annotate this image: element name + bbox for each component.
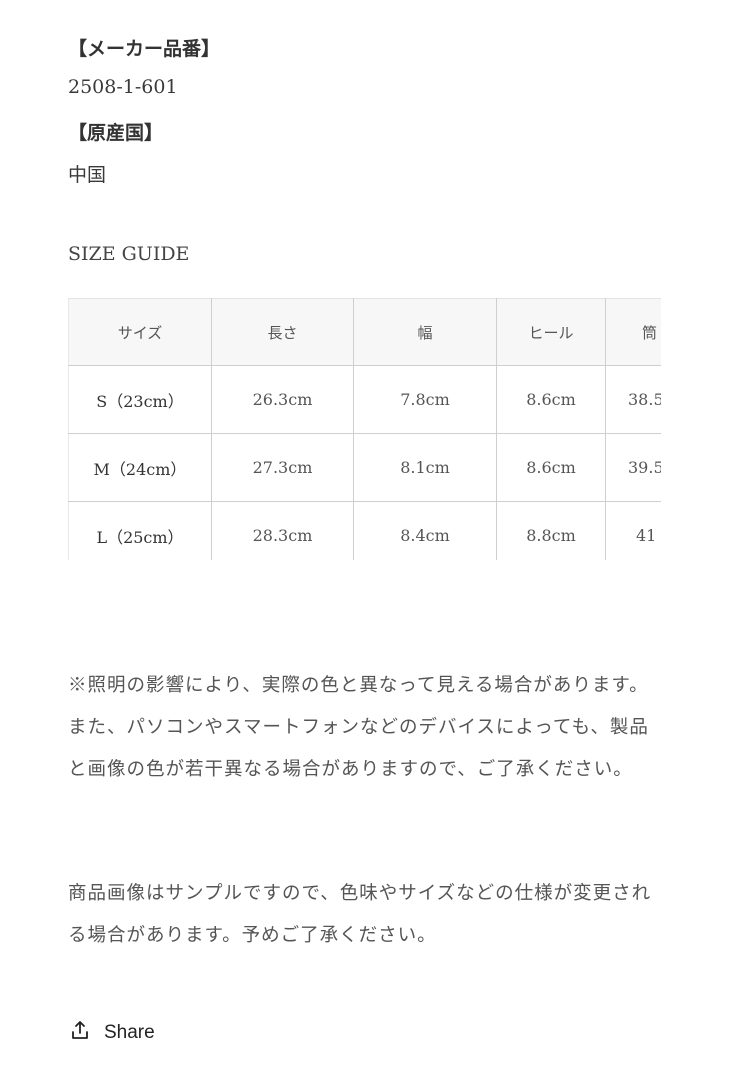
table-row: L（25cm） 28.3cm 8.4cm 8.8cm 41 <box>68 501 661 560</box>
sample-disclaimer: 商品画像はサンプルですので、色味やサイズなどの仕様が変更される場合があります。予… <box>68 883 652 946</box>
header-heel: ヒール <box>496 298 606 366</box>
share-icon <box>70 1020 90 1046</box>
table-row: M（24cm） 27.3cm 8.1cm 8.6cm 39.5 <box>68 433 661 502</box>
cell: 8.1cm <box>353 433 497 502</box>
cell: L（25cm） <box>68 501 212 560</box>
cell: 8.6cm <box>496 433 606 502</box>
cell: 8.8cm <box>496 501 606 560</box>
table-header-row: サイズ 長さ 幅 ヒール 筒 <box>68 298 661 366</box>
table-row: S（23cm） 26.3cm 7.8cm 8.6cm 38.5 <box>68 365 661 434</box>
header-length: 長さ <box>211 298 354 366</box>
cell: 7.8cm <box>353 365 497 434</box>
cell: 8.6cm <box>496 365 606 434</box>
cell: 8.4cm <box>353 501 497 560</box>
cell: 27.3cm <box>211 433 354 502</box>
size-guide-title: SIZE GUIDE <box>68 243 190 265</box>
cell: 38.5 <box>605 365 661 434</box>
cell: 41 <box>605 501 661 560</box>
maker-number: 2508-1-601 <box>68 76 178 98</box>
share-button[interactable]: Share <box>70 1020 155 1046</box>
cell: M（24cm） <box>68 433 212 502</box>
share-label: Share <box>104 1022 155 1043</box>
size-table-scroll[interactable]: サイズ 長さ 幅 ヒール 筒 S（23cm） 26.3cm 7.8cm 8.6c… <box>68 298 661 560</box>
origin: 中国 <box>68 164 107 186</box>
cell: 28.3cm <box>211 501 354 560</box>
cell: 39.5 <box>605 433 661 502</box>
maker-number-label: 【メーカー品番】 <box>68 38 221 60</box>
header-size: サイズ <box>68 298 212 366</box>
size-table: サイズ 長さ 幅 ヒール 筒 S（23cm） 26.3cm 7.8cm 8.6c… <box>68 298 661 560</box>
header-width: 幅 <box>353 298 497 366</box>
color-disclaimer: ※照明の影響により、実際の色と異なって見える場合があります。また、パソコンやスマ… <box>68 675 649 780</box>
cell: 26.3cm <box>211 365 354 434</box>
origin-label: 【原産国】 <box>68 122 164 144</box>
header-shaft: 筒 <box>605 298 661 366</box>
cell: S（23cm） <box>68 365 212 434</box>
